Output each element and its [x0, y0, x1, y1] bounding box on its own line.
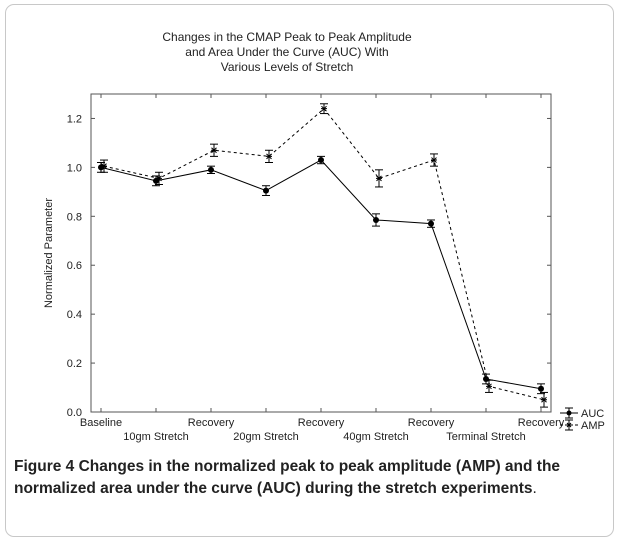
legend-marker [566, 410, 572, 416]
data-point-auc [538, 385, 544, 392]
data-point-amp [376, 175, 382, 182]
y-tick-label: 0.6 [67, 260, 82, 272]
x-tick-label: Terminal Stretch [446, 431, 525, 443]
x-tick-label: Recovery [518, 417, 565, 429]
data-point-auc [208, 166, 214, 173]
data-point-amp [321, 105, 327, 112]
caption-text: Changes in the normalized peak to peak a… [14, 458, 561, 497]
x-tick-label: Recovery [408, 417, 455, 429]
y-tick-label: 0.2 [67, 358, 82, 370]
data-point-auc [318, 157, 324, 164]
figure-caption: Figure 4 Changes in the normalized peak … [14, 456, 610, 500]
caption-label: Figure 4 [14, 458, 75, 475]
figure-card [5, 4, 614, 537]
data-point-amp [156, 175, 162, 182]
chart-title-line: and Area Under the Curve (AUC) With [185, 45, 388, 59]
data-point-auc [428, 220, 434, 227]
series-line-auc [100, 159, 542, 390]
x-tick-label: Recovery [298, 417, 345, 429]
y-tick-label: 1.2 [67, 113, 82, 125]
data-point-auc [263, 187, 269, 194]
caption-tail: . [532, 480, 537, 497]
chart-title-line: Various Levels of Stretch [221, 60, 354, 74]
x-tick-label: Baseline [80, 417, 122, 429]
data-point-amp [101, 163, 107, 170]
y-tick-label: 1.0 [67, 162, 82, 174]
x-tick-label: Recovery [188, 417, 235, 429]
legend-label: AMP [581, 420, 605, 432]
y-tick-label: 0.0 [67, 407, 82, 419]
chart: Changes in the CMAP Peak to Peak Amplitu… [43, 30, 605, 443]
y-tick-label: 0.8 [67, 211, 82, 223]
data-point-amp [431, 157, 437, 164]
x-tick-label: 20gm Stretch [233, 431, 298, 443]
data-point-amp [486, 383, 492, 390]
chart-title-line: Changes in the CMAP Peak to Peak Amplitu… [162, 30, 412, 44]
data-point-amp [541, 396, 547, 403]
y-axis-label: Normalized Parameter [43, 198, 55, 308]
legend-marker [566, 422, 572, 428]
x-tick-label: 40gm Stretch [343, 431, 408, 443]
data-point-amp [211, 147, 217, 154]
data-point-auc [373, 216, 379, 223]
y-tick-label: 0.4 [67, 309, 82, 321]
data-point-amp [266, 153, 272, 160]
plot-frame [90, 93, 552, 413]
x-tick-label: 10gm Stretch [123, 431, 188, 443]
legend-label: AUC [581, 408, 604, 420]
